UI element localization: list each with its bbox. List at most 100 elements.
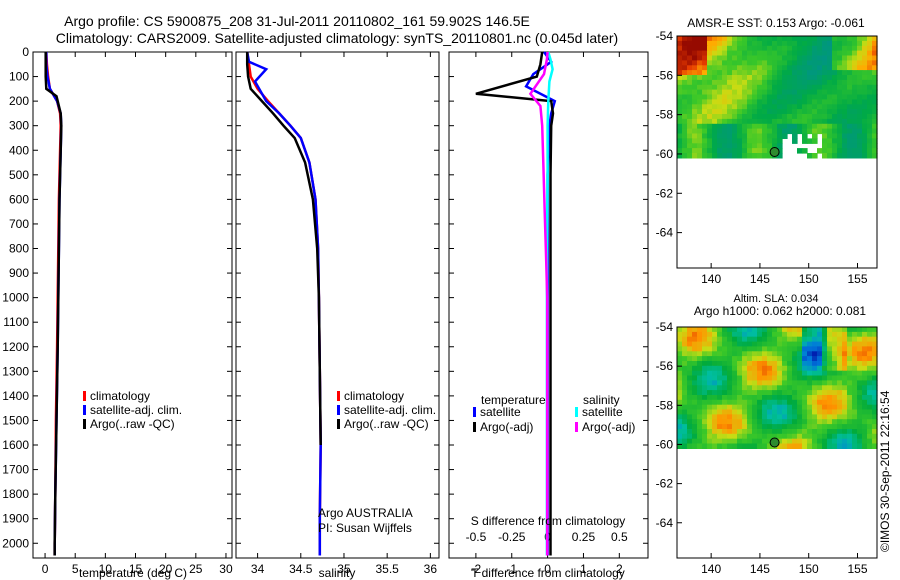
heatmap-cell: [732, 128, 738, 135]
heatmap-cell: [782, 341, 788, 348]
depth-ytick-label: 1400: [2, 389, 29, 403]
heatmap-cell: [852, 55, 858, 61]
heatmap-cell: [817, 128, 823, 135]
heatmap-cell: [837, 409, 843, 415]
heatmap-cell: [712, 114, 718, 120]
heatmap-cell: [837, 65, 843, 71]
heatmap-cell: [752, 327, 758, 333]
heatmap-cell: [752, 429, 758, 435]
heatmap-cell: [722, 385, 728, 391]
heatmap-cell: [817, 123, 823, 130]
heatmap-cell: [842, 351, 848, 357]
heatmap-cell: [762, 365, 768, 372]
heatmap-cell: [727, 65, 733, 71]
heatmap-cell: [687, 128, 693, 135]
heatmap-cell: [717, 438, 723, 445]
heatmap-cell: [717, 70, 723, 76]
heatmap-cell: [837, 399, 843, 406]
heatmap-cell: [692, 118, 698, 125]
heatmap-cell: [722, 399, 728, 406]
heatmap-cell: [737, 365, 743, 372]
heatmap-cell: [712, 414, 718, 420]
heatmap-cell: [817, 390, 823, 396]
heatmap-cell: [757, 148, 763, 154]
heatmap-cell: [797, 99, 803, 105]
heatmap-cell: [717, 370, 723, 377]
heatmap-cell: [677, 79, 683, 86]
heatmap-cell: [702, 60, 708, 66]
heatmap-cell: [727, 133, 733, 139]
heatmap-cell: [867, 50, 873, 57]
heatmap-cell: [812, 99, 818, 105]
heatmap-cell: [827, 153, 833, 159]
heatmap-cell: [757, 123, 763, 130]
heatmap-cell: [847, 346, 853, 352]
heatmap-cell: [852, 414, 858, 420]
heatmap-cell: [862, 351, 868, 357]
heatmap-cell: [817, 65, 823, 71]
heatmap-cell: [847, 356, 853, 362]
heatmap-cell: [807, 109, 813, 115]
heatmap-cell: [792, 419, 798, 425]
heatmap-cell: [852, 60, 858, 66]
heatmap-cell: [797, 375, 803, 381]
heatmap-cell: [797, 409, 803, 415]
heatmap-cell: [677, 45, 683, 52]
heatmap-cell: [757, 361, 763, 367]
heatmap-cell: [822, 114, 828, 120]
heatmap-cell: [717, 351, 723, 357]
heatmap-cell: [697, 356, 703, 362]
heatmap-cell: [732, 327, 738, 333]
heatmap-cell: [817, 356, 823, 362]
heatmap-cell: [807, 84, 813, 91]
heatmap-cell: [787, 424, 793, 430]
heatmap-cell: [742, 94, 748, 100]
heatmap-cell: [872, 114, 878, 120]
heatmap-cell: [747, 327, 753, 333]
heatmap-cell: [677, 351, 683, 357]
heatmap-cell: [697, 414, 703, 420]
heatmap-cell: [782, 433, 788, 440]
heatmap-cell: [777, 133, 783, 139]
heatmap-cell: [777, 123, 783, 130]
heatmap-cell: [737, 433, 743, 440]
heatmap-cell: [847, 60, 853, 66]
heatmap-cell: [822, 351, 828, 357]
heatmap-cell: [772, 118, 778, 125]
heatmap-cell: [687, 133, 693, 139]
heatmap-cell: [707, 429, 713, 435]
heatmap-cell: [747, 433, 753, 440]
heatmap-cell: [722, 380, 728, 386]
heatmap-cell: [757, 55, 763, 61]
heatmap-cell: [767, 409, 773, 415]
heatmap-cell: [677, 419, 683, 425]
heatmap-cell: [742, 138, 748, 144]
heatmap-cell: [842, 419, 848, 425]
heatmap-cell: [802, 148, 808, 154]
heatmap-cell: [717, 118, 723, 125]
heatmap-cell: [862, 153, 868, 159]
heatmap-cell: [872, 148, 878, 154]
heatmap-cell: [747, 55, 753, 61]
heatmap-cell: [802, 443, 808, 449]
heatmap-cell: [812, 380, 818, 386]
heatmap-cell: [787, 390, 793, 396]
heatmap-cell: [727, 104, 733, 110]
heatmap-cell: [722, 133, 728, 139]
heatmap-cell: [832, 375, 838, 381]
heatmap-cell: [872, 138, 878, 144]
heatmap-cell: [787, 356, 793, 362]
heatmap-cell: [742, 385, 748, 391]
heatmap-cell: [697, 50, 703, 57]
heatmap-cell: [772, 60, 778, 66]
heatmap-cell: [687, 148, 693, 154]
heatmap-cell: [837, 414, 843, 420]
heatmap-cell: [762, 55, 768, 61]
heatmap-cell: [752, 370, 758, 377]
heatmap-cell: [842, 143, 848, 149]
heatmap-cell: [682, 153, 688, 159]
temperature-profile-xtick-label: 5: [72, 562, 79, 576]
heatmap-cell: [837, 395, 843, 401]
heatmap-cell: [777, 356, 783, 362]
heatmap-cell: [742, 84, 748, 91]
